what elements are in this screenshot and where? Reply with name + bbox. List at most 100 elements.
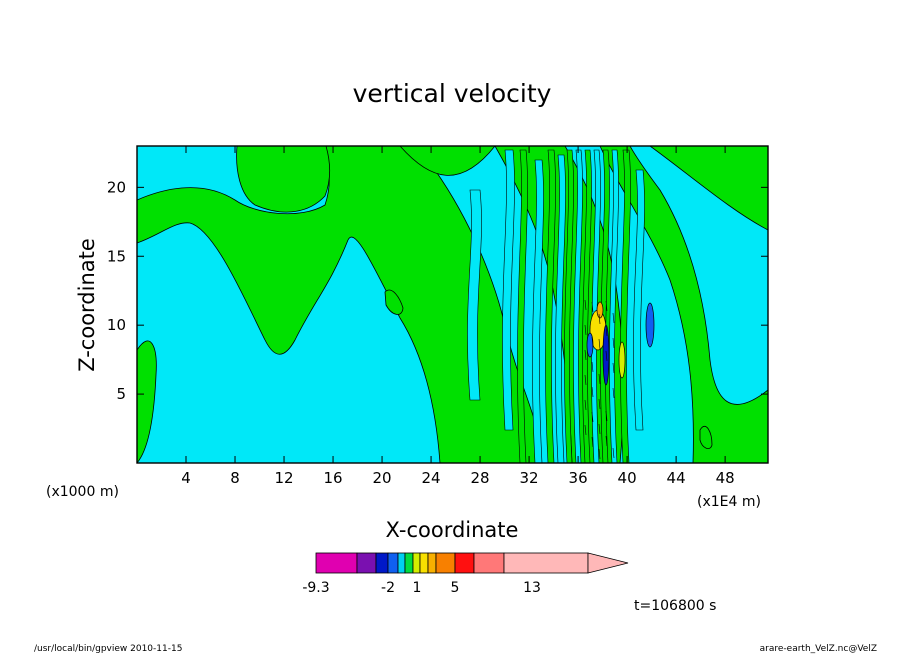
core-contour	[598, 373, 601, 385]
contour-band	[517, 149, 528, 463]
y-axis: 5 10 15 20	[107, 178, 768, 403]
core-contour	[591, 301, 594, 313]
contour-band	[573, 149, 583, 463]
core-contour	[605, 410, 608, 422]
y-tick-label: 10	[107, 316, 126, 334]
colorbar-segment	[435, 552, 456, 574]
x-tick-label: 8	[230, 469, 240, 487]
colorbar-segment	[397, 552, 406, 574]
colorbar-segment	[503, 552, 589, 574]
contour-fills	[137, 146, 768, 463]
contour-band	[555, 154, 566, 463]
contour-region	[399, 146, 496, 176]
core-contour	[612, 387, 615, 399]
core-contour	[598, 313, 601, 325]
core-contour	[612, 362, 615, 374]
contour-band	[545, 149, 556, 463]
colorbar-label: -2	[381, 580, 395, 596]
colorbar-label: 13	[523, 580, 541, 596]
colorbar-segment	[419, 552, 429, 574]
core-contour	[612, 312, 615, 324]
plot-area	[137, 146, 768, 463]
core-contour	[584, 349, 587, 361]
core-contour	[584, 399, 587, 411]
y-tick-label: 15	[107, 247, 126, 265]
colorbar-segment	[427, 552, 437, 574]
x-tick-label: 16	[323, 469, 342, 487]
core-contour	[584, 324, 587, 336]
x-tick-label: 36	[569, 469, 588, 487]
contour-band	[609, 149, 619, 463]
x-tick-label: 48	[716, 469, 735, 487]
core-contour	[612, 337, 615, 349]
colorbar-segment	[387, 552, 399, 574]
core-cell	[586, 332, 594, 358]
core-contour	[598, 398, 601, 410]
contour-band	[502, 149, 515, 431]
core-contour	[605, 350, 608, 362]
colorbar	[315, 552, 629, 574]
x-axis: 4 8 12 16 20 24 28 32 36 40 44 48	[181, 146, 735, 487]
core-contour	[605, 325, 608, 337]
contour-band	[620, 149, 631, 463]
x-tick-label: 12	[274, 469, 293, 487]
colorbar-segment	[315, 552, 358, 574]
footer-left: /usr/local/bin/gpview 2010-11-15	[34, 644, 182, 654]
core-cell	[618, 341, 626, 379]
colorbar-segment	[454, 552, 475, 574]
core-contour	[605, 300, 608, 312]
x-tick-label: 32	[520, 469, 539, 487]
contour-band	[564, 149, 574, 463]
core-contour	[584, 424, 587, 436]
contour-band	[467, 189, 482, 401]
colorbar-segment	[412, 552, 421, 574]
contour-region	[384, 289, 404, 315]
colorbar-segment	[375, 552, 389, 574]
colorbar-segment	[473, 552, 505, 574]
core-contour	[591, 386, 594, 398]
updraft-core	[584, 299, 655, 460]
x-tick-label: 20	[373, 469, 392, 487]
contour-region	[137, 340, 157, 463]
contour-band	[532, 159, 544, 463]
y-axis-label: Z-coordinate	[75, 238, 99, 372]
core-contour	[591, 436, 594, 448]
core-contour	[612, 447, 615, 459]
x-tick-label: 24	[422, 469, 441, 487]
colorbar-segment	[404, 552, 414, 574]
core-contour	[591, 336, 594, 348]
colorbar-extension	[587, 552, 629, 574]
core-cell	[596, 301, 604, 319]
core-contour	[591, 411, 594, 423]
footer-right: arare-earth_VelZ.nc@VelZ	[760, 644, 877, 654]
core-contour	[605, 435, 608, 447]
x-tick-label: 44	[667, 469, 686, 487]
colorbar-labels: -9.3 -2 1 5 13	[302, 580, 541, 596]
time-label: t=106800 s	[634, 598, 716, 614]
chart-title: vertical velocity	[353, 79, 552, 108]
x-tick-label: 4	[181, 469, 191, 487]
x-tick-label: 28	[471, 469, 490, 487]
colorbar-label: 1	[413, 580, 422, 596]
core-cell	[602, 324, 610, 386]
x-units-right: (x1E4 m)	[697, 494, 761, 510]
x-tick-label: 40	[618, 469, 637, 487]
contour-band	[633, 169, 645, 431]
x-units-left: (x1000 m)	[46, 484, 119, 500]
core-contour	[591, 361, 594, 373]
y-tick-label: 5	[116, 385, 126, 403]
core-contour	[598, 423, 601, 435]
colorbar-label: 5	[451, 580, 460, 596]
core-cell	[645, 302, 655, 348]
colorbar-label: -9.3	[302, 580, 329, 596]
contour-region	[599, 146, 768, 463]
colorbar-segment	[356, 552, 377, 574]
core-contour	[584, 299, 587, 311]
contour-region	[236, 146, 331, 213]
x-axis-label: X-coordinate	[386, 518, 519, 542]
core-contour	[598, 338, 601, 350]
y-tick-label: 20	[107, 178, 126, 196]
core-contour	[584, 374, 587, 386]
core-contour	[598, 448, 601, 460]
